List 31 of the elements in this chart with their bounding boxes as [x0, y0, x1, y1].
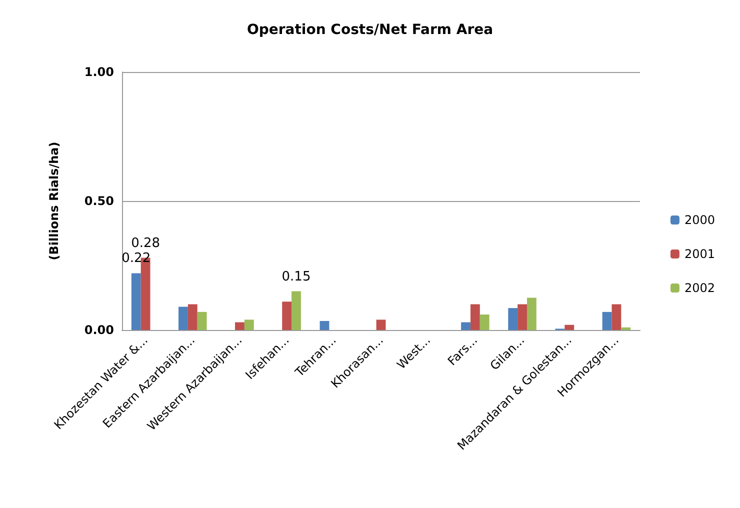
y-tick-label: 0.50 [84, 194, 114, 208]
bar [461, 322, 470, 330]
bar [612, 304, 622, 330]
legend-label: 2002 [684, 281, 716, 295]
bar [320, 320, 330, 330]
bar [188, 304, 198, 330]
bar [518, 304, 527, 330]
bar [621, 327, 631, 330]
y-tick-label: 1.00 [84, 65, 114, 79]
bar [480, 314, 490, 330]
data-label: 0.22 [122, 251, 151, 266]
chart-title: Operation Costs/Net Farm Area [246, 22, 494, 38]
bar [178, 306, 188, 330]
bar [282, 302, 292, 330]
legend-label: 2000 [684, 213, 716, 227]
data-label: 0.28 [131, 236, 160, 251]
bar [244, 320, 254, 330]
bar [197, 312, 207, 330]
data-label: 0.15 [282, 269, 311, 284]
bar [131, 273, 141, 330]
bar [376, 320, 386, 330]
y-axis-title: (Billions Rials/ha) [47, 142, 61, 260]
bar [526, 298, 536, 330]
bar [235, 322, 244, 330]
bar [602, 312, 612, 330]
y-tick-label: 0.00 [84, 323, 114, 337]
legend-label: 2001 [684, 247, 716, 261]
bar [292, 291, 301, 330]
bar [564, 324, 574, 330]
bar [508, 308, 518, 330]
bar [470, 304, 480, 330]
